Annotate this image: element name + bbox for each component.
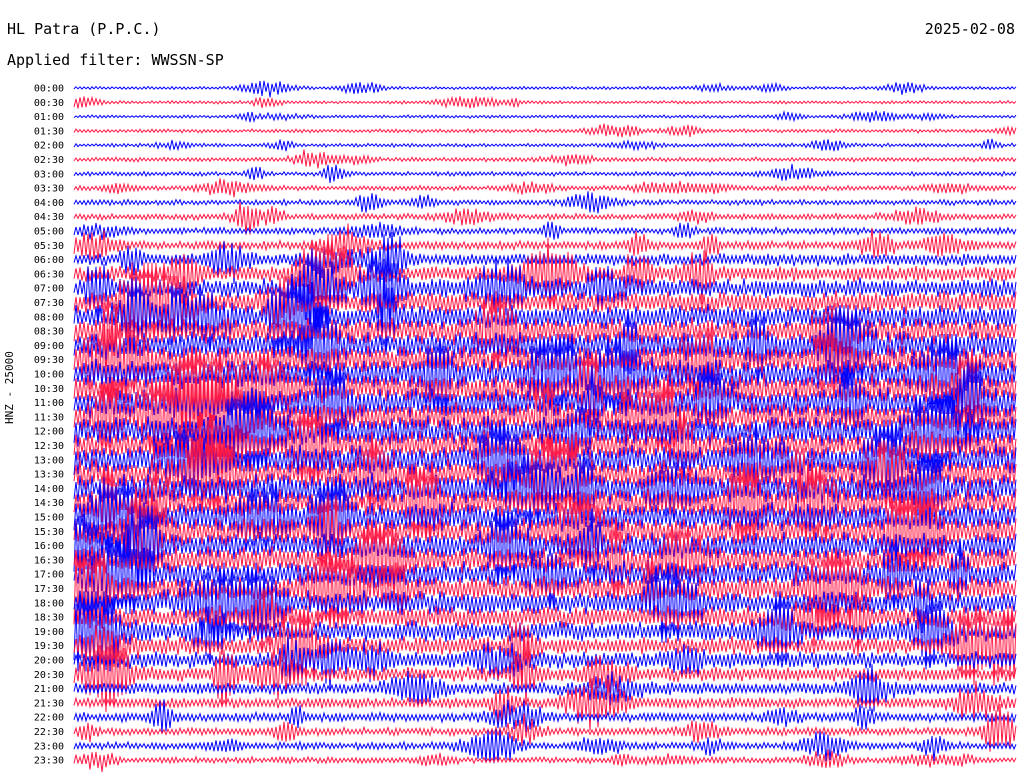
row-time-label: 13:30 [34, 470, 64, 481]
row-time-label: 11:00 [34, 398, 64, 409]
row-time-label: 20:00 [34, 656, 64, 667]
seismogram-traces [73, 80, 1017, 772]
row-time-label: 05:30 [34, 241, 64, 252]
seismogram-trace [73, 80, 1017, 98]
seismogram-trace [73, 138, 1017, 152]
row-time-label: 15:30 [34, 527, 64, 538]
seismogram-trace [73, 231, 1017, 285]
seismogram-trace [73, 221, 1017, 240]
seismogram-trace [73, 233, 1017, 314]
row-time-label: 11:30 [34, 412, 64, 423]
row-time-label: 05:00 [34, 227, 64, 238]
seismogram-trace [73, 110, 1017, 123]
seismogram-trace [73, 95, 1017, 109]
seismogram-trace [73, 519, 1017, 600]
seismogram-trace [73, 448, 1017, 529]
row-time-label: 03:00 [34, 169, 64, 180]
applied-filter: Applied filter: WWSSN-SP [7, 51, 224, 69]
row-time-label: 12:30 [34, 441, 64, 452]
row-time-label: 18:30 [34, 613, 64, 624]
row-time-label: 16:00 [34, 541, 64, 552]
row-time-label: 22:00 [34, 713, 64, 724]
row-time-label: 14:00 [34, 484, 64, 495]
row-time-label: 15:00 [34, 513, 64, 524]
row-time-label: 07:30 [34, 298, 64, 309]
row-time-label: 08:30 [34, 327, 64, 338]
seismogram-trace [73, 201, 1017, 235]
row-time-label: 12:00 [34, 427, 64, 438]
seismogram-trace [73, 703, 1017, 752]
row-time-label: 01:30 [34, 126, 64, 137]
row-time-label: 09:00 [34, 341, 64, 352]
row-time-label: 06:00 [34, 255, 64, 266]
seismogram-trace [73, 223, 1017, 262]
seismogram-trace [73, 333, 1017, 415]
seismogram-trace [73, 699, 1017, 733]
seismogram-trace [73, 678, 1017, 731]
row-time-label: 23:30 [34, 756, 64, 767]
row-time-label: 21:00 [34, 684, 64, 695]
row-time-label: 19:30 [34, 641, 64, 652]
seismogram-trace [73, 178, 1017, 198]
seismogram-trace [73, 434, 1017, 515]
seismogram-trace [73, 291, 1017, 372]
seismogram-trace [73, 639, 1017, 713]
seismogram-trace [73, 637, 1017, 691]
seismogram-trace [73, 405, 1017, 486]
row-time-label: 23:00 [34, 741, 64, 752]
seismogram-trace [73, 123, 1017, 138]
seismogram-trace [73, 348, 1017, 429]
seismogram-trace [73, 248, 1017, 329]
row-labels: 00:00 00:30 01:00 01:30 02:00 02:30 03:00 03:30… [34, 84, 64, 767]
seismogram-trace [73, 305, 1017, 386]
row-time-label: 10:30 [34, 384, 64, 395]
seismogram-trace [73, 476, 1017, 558]
row-time-label: 19:00 [34, 627, 64, 638]
row-time-label: 09:30 [34, 355, 64, 366]
row-time-label: 21:30 [34, 698, 64, 709]
row-time-label: 08:00 [34, 312, 64, 323]
seismogram-trace [73, 149, 1017, 169]
seismogram-trace [73, 605, 1017, 686]
station-title: HL Patra (P.P.C.) [7, 20, 161, 38]
row-time-label: 01:00 [34, 112, 64, 123]
seismogram-trace [73, 491, 1017, 572]
row-time-label: 22:30 [34, 727, 64, 738]
row-time-label: 20:30 [34, 670, 64, 681]
seismogram-trace [73, 729, 1017, 764]
seismogram-trace [73, 749, 1017, 772]
row-time-label: 10:00 [34, 370, 64, 381]
row-time-label: 18:00 [34, 598, 64, 609]
seismogram-trace [73, 505, 1017, 586]
row-time-label: 00:00 [34, 84, 64, 95]
row-time-label: 00:30 [34, 98, 64, 109]
row-time-label: 07:00 [34, 284, 64, 295]
row-time-label: 02:30 [34, 155, 64, 166]
row-time-label: 06:30 [34, 269, 64, 280]
row-time-label: 17:00 [34, 570, 64, 581]
record-date: 2025-02-08 [924, 20, 1015, 38]
seismogram-trace [73, 391, 1017, 472]
seismogram-trace [73, 163, 1017, 184]
row-time-label: 14:30 [34, 498, 64, 509]
row-time-label: 17:30 [34, 584, 64, 595]
row-time-label: 03:30 [34, 184, 64, 195]
row-time-label: 16:30 [34, 555, 64, 566]
seismogram-trace [73, 462, 1017, 543]
seismogram-trace [73, 589, 1017, 657]
seismogram-trace [73, 262, 1017, 343]
row-time-label: 04:30 [34, 212, 64, 223]
row-time-label: 13:00 [34, 455, 64, 466]
row-time-label: 02:00 [34, 141, 64, 152]
row-time-label: 04:00 [34, 198, 64, 209]
seismogram-trace [73, 664, 1017, 712]
seismogram-trace [73, 591, 1017, 672]
seismogram-trace [73, 276, 1017, 357]
seismogram-trace [73, 191, 1017, 214]
seismogram-trace [73, 562, 1017, 643]
